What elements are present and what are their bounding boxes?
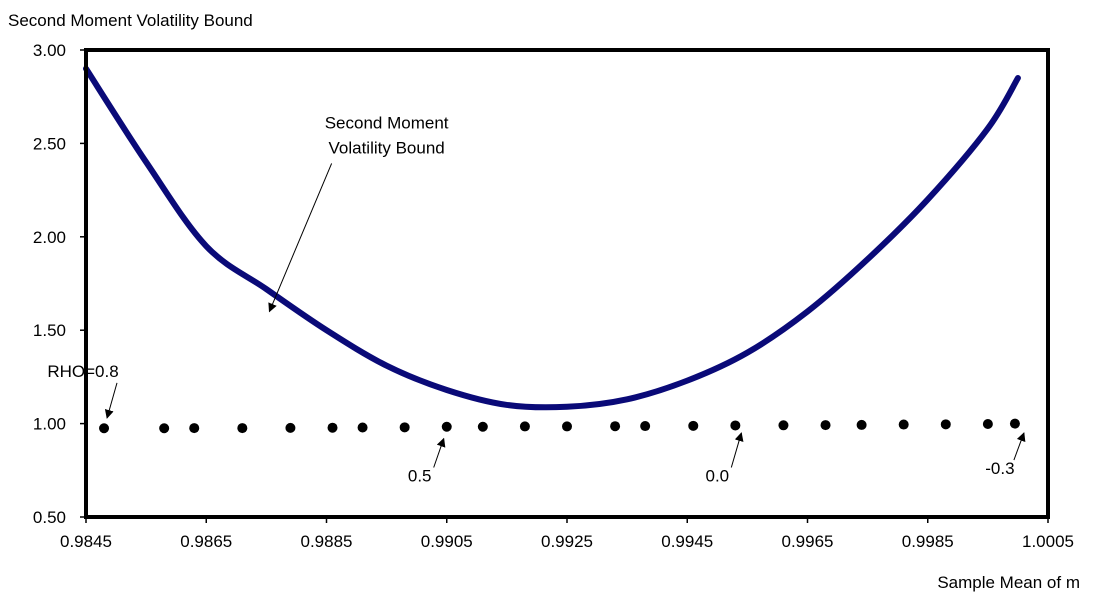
chart-title: Second Moment Volatility Bound (8, 11, 253, 30)
data-point (610, 421, 621, 432)
annotation-arrow (1013, 432, 1026, 461)
x-tick-label: 0.9965 (782, 532, 834, 551)
data-point (778, 420, 789, 431)
data-point (940, 419, 951, 430)
data-point (399, 422, 410, 433)
data-point (856, 419, 867, 430)
y-axis: 0.50 1.00 1.50 2.00 2.50 3.00 (33, 41, 86, 527)
data-point (982, 418, 993, 429)
annotation-label: Volatility Bound (329, 138, 445, 157)
annotation-label: RHO=0.8 (47, 362, 118, 381)
annotation-arrow (730, 432, 744, 468)
data-point (327, 422, 338, 433)
data-point (562, 421, 572, 432)
data-point (1009, 418, 1020, 429)
y-tick-label: 1.00 (33, 415, 66, 434)
data-point (898, 419, 909, 430)
y-tick-label: 3.00 (33, 41, 66, 60)
data-point (237, 423, 248, 434)
annotation-arrow (433, 437, 446, 468)
x-axis-label: Sample Mean of m (937, 573, 1080, 592)
x-axis: 0.9845 0.9865 0.9885 0.9905 0.9925 0.9945 0.99… (60, 517, 1074, 551)
x-tick-label: 0.9945 (661, 532, 713, 551)
data-point (730, 420, 741, 431)
annotation-label: 0.5 (408, 467, 432, 486)
x-tick-label: 0.9845 (60, 532, 112, 551)
x-tick-label: 0.9985 (902, 532, 954, 551)
series-line-volatility-bound (83, 65, 1021, 411)
annotation-label: -0.3 (985, 459, 1014, 478)
plot-frame (84, 48, 1050, 519)
data-point (357, 422, 368, 433)
data-point (285, 422, 296, 433)
data-point (477, 421, 488, 432)
x-tick-label: 0.9865 (180, 532, 232, 551)
x-tick-label: 0.9925 (541, 532, 593, 551)
data-point (441, 421, 452, 432)
series-layer (83, 65, 1021, 434)
x-tick-label: 1.0005 (1022, 532, 1074, 551)
data-point (519, 421, 530, 432)
data-point (99, 423, 110, 434)
y-tick-label: 1.50 (33, 321, 66, 340)
data-point (688, 420, 699, 431)
annotation-label: Second Moment (325, 113, 449, 132)
data-point (820, 420, 831, 431)
annotation-label: 0.0 (705, 467, 729, 486)
data-point (189, 423, 200, 434)
y-tick-label: 0.50 (33, 508, 66, 527)
annotation-arrow (268, 163, 333, 313)
annotation-arrow (104, 382, 118, 419)
data-point (640, 421, 651, 432)
data-point (159, 423, 170, 434)
y-tick-label: 2.00 (33, 228, 66, 247)
x-tick-label: 0.9905 (421, 532, 473, 551)
x-tick-label: 0.9885 (301, 532, 353, 551)
y-tick-label: 2.50 (33, 134, 66, 153)
annotations: Second Moment Volatility Bound RHO=0.8 0.5 0… (47, 113, 1026, 486)
